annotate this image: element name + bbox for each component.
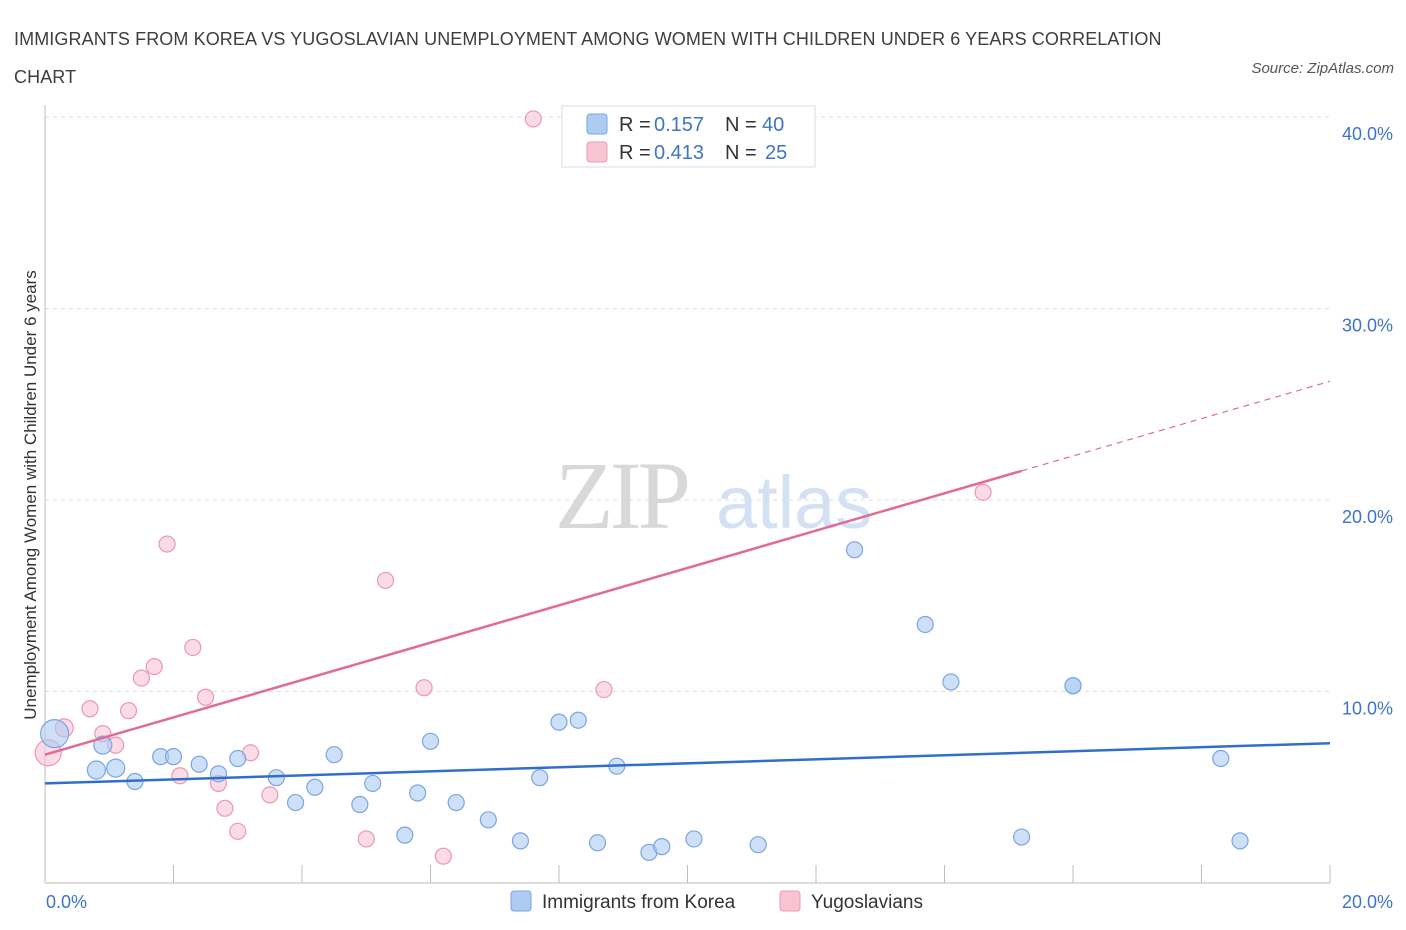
yugo-point-7 [145, 658, 163, 676]
korea-point-19 [447, 793, 465, 812]
y-tick-labels: 10.0% 20.0% 30.0% 40.0% [1342, 124, 1393, 719]
legend-swatch-korea [586, 113, 608, 135]
korea-point-33 [942, 673, 960, 691]
legend-r-value-korea: 0.157 [654, 114, 704, 136]
yugo-point-21 [524, 110, 542, 128]
yugo-point-11 [197, 688, 215, 706]
chart-source: Source: ZipAtlas.com [1251, 60, 1394, 77]
korea-point-12 [306, 778, 324, 796]
yugo-point-20 [434, 847, 452, 865]
bottom-legend-swatch-yugo [779, 890, 801, 912]
legend-n-value-korea: 40 [762, 114, 784, 136]
grid-lines [45, 116, 1330, 692]
legend-r-label-yugo: R = [619, 142, 651, 164]
yugo-point-5 [119, 702, 138, 720]
yugo-trend-line [44, 469, 1022, 756]
korea-point-29 [685, 830, 703, 848]
korea-point-10 [267, 769, 285, 787]
korea-point-7 [190, 755, 208, 773]
chart-title: IMMIGRANTS FROM KOREA VS YUGOSLAVIAN UNE… [14, 29, 1162, 87]
yugo-point-8 [158, 535, 176, 553]
korea-point-35 [1064, 677, 1082, 695]
yugo-point-19 [415, 679, 433, 697]
korea-point-17 [409, 784, 427, 802]
bottom-legend-swatch-korea [510, 890, 532, 912]
yugo-point-13 [216, 799, 234, 817]
watermark-atlas: atlas [716, 461, 872, 544]
korea-point-21 [511, 832, 530, 850]
y-tick-label-30: 30.0% [1342, 316, 1393, 336]
korea-point-18 [421, 732, 440, 750]
yugo-point-16 [261, 786, 279, 804]
legend-n-label-korea: N = [725, 114, 757, 136]
y-tick-label-20: 20.0% [1342, 507, 1393, 527]
series-legend: Immigrants from Korea Yugoslavians [510, 890, 923, 913]
korea-point-22 [531, 769, 549, 787]
yugo-point-2 [81, 700, 99, 718]
trend-lines [44, 380, 1331, 785]
y-axis-title: Unemployment Among Women with Children U… [21, 270, 40, 719]
korea-point-30 [749, 836, 767, 854]
korea-point-13 [325, 746, 343, 764]
legend-n-value-yugo: 25 [765, 142, 787, 164]
yugo-point-22 [595, 680, 613, 699]
korea-point-37 [1212, 749, 1230, 768]
y-tick-label-40: 40.0% [1342, 124, 1393, 144]
korea-point-14 [351, 795, 369, 814]
korea-point-32 [916, 615, 934, 634]
x-tick-label-min: 0.0% [46, 892, 87, 912]
korea-trend-line [44, 741, 1331, 785]
korea-point-15 [364, 774, 382, 793]
legend-swatch-yugo [586, 141, 608, 163]
korea-point-0 [40, 719, 70, 749]
korea-point-28 [653, 838, 671, 856]
yugo-point-9 [171, 767, 189, 785]
yugo-point-17 [357, 830, 375, 848]
legend-n-label-yugo: N = [725, 142, 757, 164]
korea-point-23 [550, 713, 568, 731]
bottom-legend-label-korea: Immigrants from Korea [542, 892, 736, 913]
yugo-point-14 [229, 822, 247, 840]
korea-point-36 [1012, 828, 1031, 846]
yugo-point-23 [974, 483, 992, 501]
korea-point-16 [396, 826, 414, 844]
correlation-legend: R = 0.157 N = 40 R = 0.413 N = 25 [561, 105, 816, 168]
korea-point-3 [106, 758, 126, 778]
x-tick-label-max: 20.0% [1342, 892, 1393, 912]
yugo-point-18 [376, 571, 395, 590]
zipatlas-watermark: ZIP atlas [555, 442, 872, 549]
korea-point-24 [569, 711, 587, 729]
y-tick-label-10: 10.0% [1342, 699, 1393, 719]
x-tick-labels: 0.0% 20.0% [46, 892, 1393, 912]
korea-point-31 [845, 541, 864, 559]
korea-point-2 [86, 760, 107, 780]
bottom-legend-label-yugo: Yugoslavians [811, 892, 923, 913]
watermark-zip: ZIP [555, 442, 688, 549]
legend-r-label-korea: R = [619, 114, 651, 136]
korea-point-25 [588, 834, 607, 852]
korea-point-38 [1231, 832, 1249, 850]
yugo-point-6 [132, 669, 150, 687]
korea-point-11 [286, 793, 305, 812]
korea-point-8 [209, 765, 228, 783]
korea-point-9 [229, 749, 247, 768]
yugo-point-10 [184, 638, 202, 657]
legend-r-value-yugo: 0.413 [654, 142, 704, 164]
korea-point-20 [479, 811, 497, 829]
yugo-trend-dashed [1021, 380, 1331, 472]
axes [44, 105, 1331, 884]
korea-point-6 [164, 748, 183, 766]
korea-point-1 [93, 735, 113, 755]
